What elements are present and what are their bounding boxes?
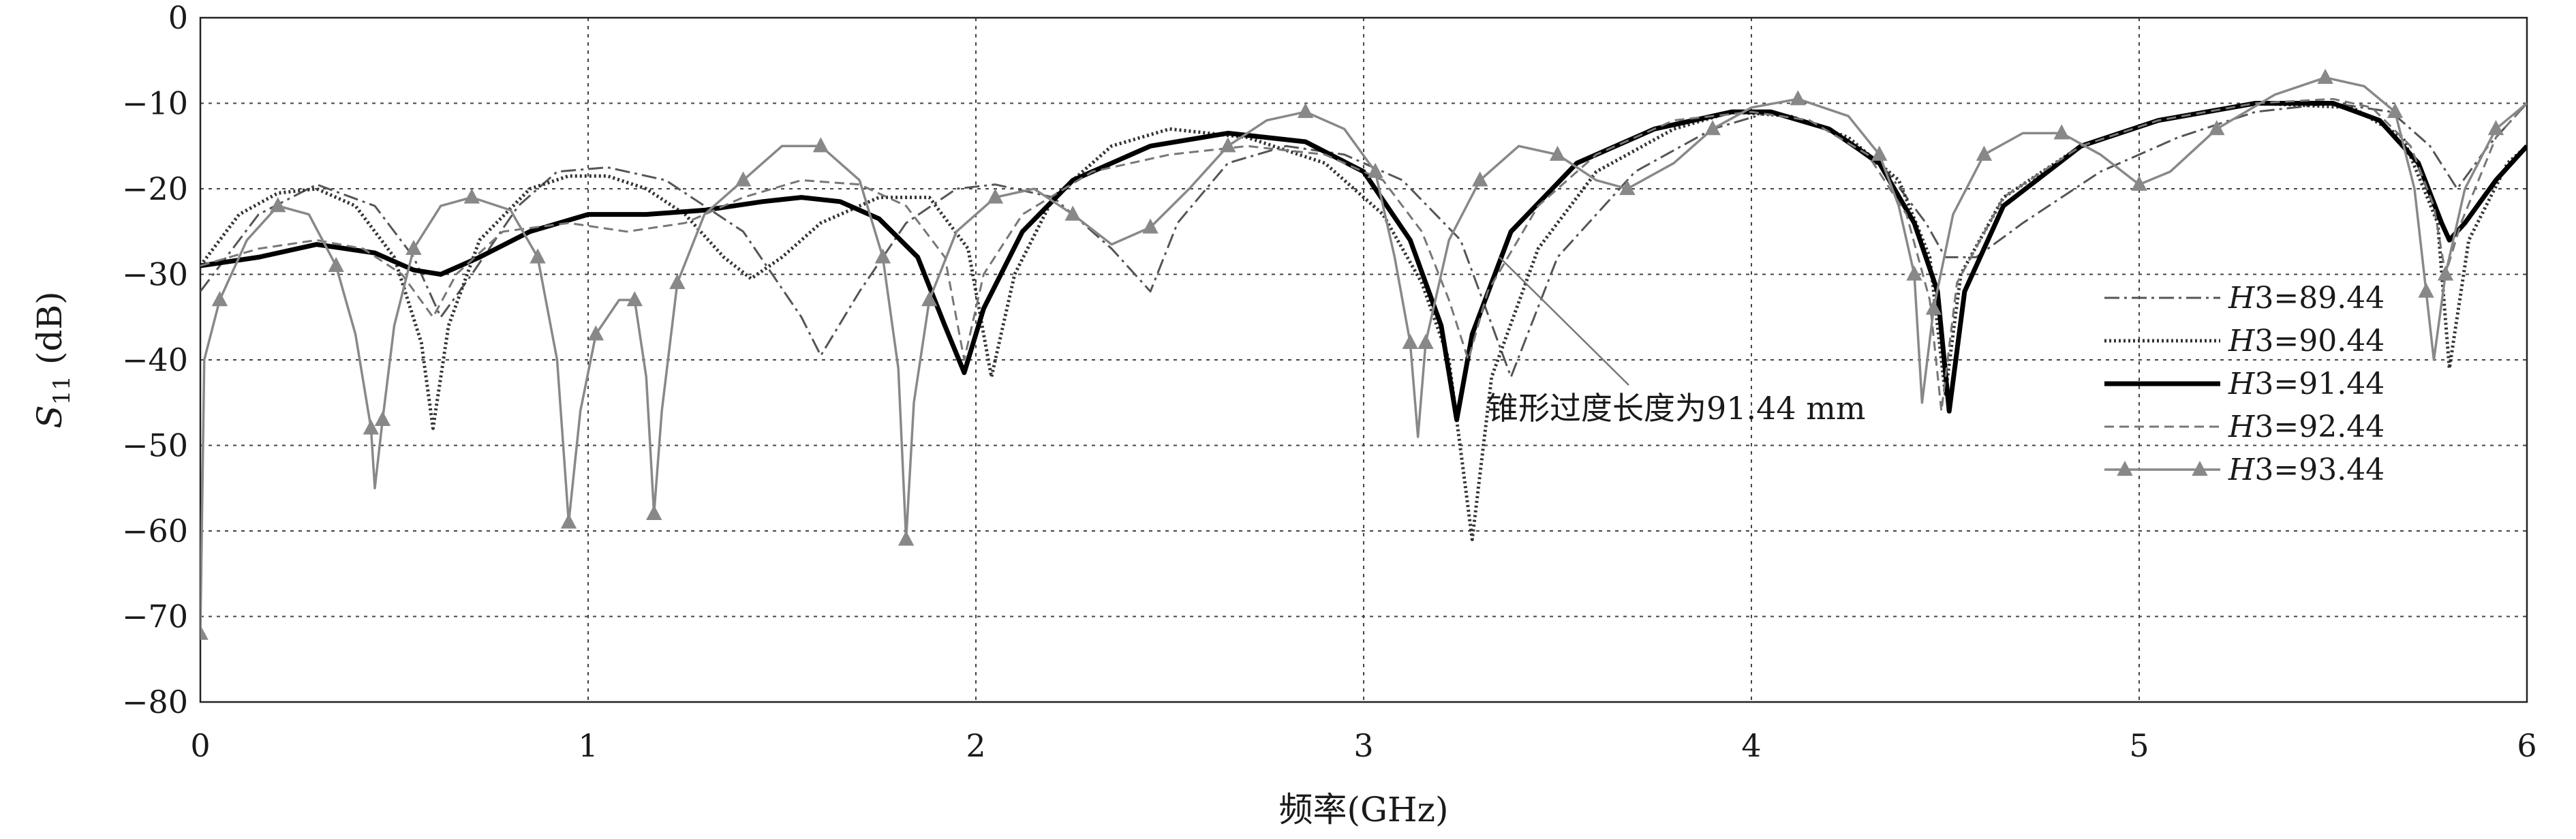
series-marker-4-32 (874, 248, 891, 264)
legend-marker-4-0 (2117, 461, 2133, 476)
y-axis-title-unit: (dB) (30, 291, 70, 376)
series-marker-4-26 (669, 274, 686, 290)
y-tick-labels: 0 −10 −20 −30 −40 −50 −60 −70 −80 (122, 0, 188, 720)
legend-label-4: H3=93.44 (2228, 453, 2385, 487)
series-marker-4-4 (270, 197, 286, 213)
y-tick-label-0: 0 (168, 0, 188, 36)
series-2 (200, 101, 2527, 423)
x-tick-labels: 0 1 2 3 4 5 6 (190, 727, 2536, 764)
series-marker-4-58 (1619, 180, 1636, 196)
series-marker-4-76 (2209, 120, 2225, 136)
x-tick-label-1: 1 (578, 727, 598, 764)
series-4 (200, 68, 2527, 640)
series-marker-4-38 (987, 188, 1004, 204)
legend-item-4: H3=93.44 (2104, 453, 2385, 487)
x-tick-label-5: 5 (2129, 727, 2149, 764)
series-marker-4-52 (1417, 333, 1434, 349)
legend-label-3: H3=92.44 (2228, 410, 2385, 444)
y-tick-label-3: −30 (122, 256, 188, 293)
series-marker-4-10 (374, 410, 391, 426)
series-marker-4-20 (587, 325, 604, 341)
y-tick-label-8: −80 (122, 684, 188, 720)
series-marker-4-72 (2053, 124, 2070, 140)
series-marker-4-70 (1976, 145, 1993, 161)
series-marker-4-2 (211, 291, 228, 307)
legend-label-2: H3=91.44 (2228, 367, 2385, 401)
y-axis-title: S11 (dB) (30, 291, 76, 428)
series-marker-4-84 (2437, 265, 2454, 281)
series-marker-4-50 (1402, 333, 1418, 349)
series-marker-4-0 (200, 624, 209, 640)
annotation-leader-line (1499, 256, 1629, 386)
legend-label-0: H3=89.44 (2228, 281, 2385, 316)
legend-item-2: H3=91.44 (2104, 367, 2385, 401)
series-marker-4-44 (1220, 137, 1236, 153)
annotation: 锥形过度长度为91.44 mm (1487, 256, 1866, 427)
series-marker-4-56 (1549, 145, 1566, 161)
series-marker-4-42 (1142, 218, 1159, 234)
series-marker-4-14 (463, 188, 480, 204)
plot-frame (199, 16, 2528, 703)
grid-lines (200, 18, 2527, 702)
series-marker-4-16 (530, 248, 546, 264)
series-marker-4-64 (1871, 145, 1888, 161)
series-marker-4-54 (1472, 171, 1488, 187)
y-tick-label-5: −50 (122, 427, 188, 464)
series-marker-4-66 (1906, 265, 1922, 281)
x-axis-title: 频率(GHz) (1279, 790, 1449, 829)
series-marker-4-68 (1925, 299, 1942, 315)
series-marker-4-48 (1367, 162, 1383, 178)
series-marker-4-30 (812, 137, 829, 153)
series-line-3 (200, 97, 2527, 412)
y-tick-label-6: −60 (122, 513, 188, 549)
series-marker-4-18 (560, 513, 577, 529)
series-line-2 (200, 101, 2527, 423)
series-marker-4-86 (2487, 120, 2504, 136)
y-tick-label-1: −10 (122, 85, 188, 122)
annotation-label: 锥形过度长度为91.44 mm (1487, 390, 1866, 427)
legend-item-3: H3=92.44 (2104, 410, 2385, 444)
svg-text:S11 (dB): S11 (dB) (30, 291, 76, 428)
series-marker-4-78 (2317, 68, 2333, 84)
series-marker-4-62 (1790, 90, 1806, 106)
series-marker-4-46 (1297, 103, 1314, 119)
y-tick-label-4: −40 (122, 341, 188, 378)
series-3 (200, 97, 2527, 412)
series-marker-4-82 (2418, 282, 2434, 298)
legend-item-1: H3=90.44 (2104, 324, 2385, 359)
series-marker-4-34 (898, 530, 915, 546)
x-tick-label-2: 2 (966, 727, 985, 764)
legend-marker-4-1 (2192, 461, 2208, 476)
series-marker-4-74 (2131, 175, 2147, 191)
series-marker-4-8 (363, 419, 380, 435)
legend-item-0: H3=89.44 (2104, 281, 2385, 316)
y-axis-title-main: S (30, 405, 70, 428)
legend: H3=89.44 H3=90.44 H3=91.44 H3=92.44 H3=93.44 (2104, 281, 2385, 487)
y-tick-label-2: −20 (122, 170, 188, 207)
series-marker-4-40 (1064, 205, 1081, 221)
series-marker-4-24 (646, 504, 662, 520)
series-lines (200, 68, 2527, 640)
x-tick-label-6: 6 (2517, 727, 2536, 764)
series-line-4 (200, 76, 2527, 634)
series-marker-4-36 (921, 291, 938, 307)
x-tick-label-4: 4 (1741, 727, 1761, 764)
y-tick-label-7: −70 (122, 598, 188, 635)
series-marker-4-60 (1704, 120, 1721, 136)
series-marker-4-6 (328, 256, 344, 273)
series-marker-4-80 (2387, 103, 2404, 119)
y-axis-title-sub: 11 (48, 376, 76, 405)
series-marker-4-28 (735, 171, 752, 187)
x-tick-label-3: 3 (1353, 727, 1373, 764)
legend-label-1: H3=90.44 (2228, 324, 2385, 359)
series-marker-4-12 (405, 239, 422, 255)
series-marker-4-22 (626, 291, 643, 307)
x-tick-label-0: 0 (190, 727, 210, 764)
